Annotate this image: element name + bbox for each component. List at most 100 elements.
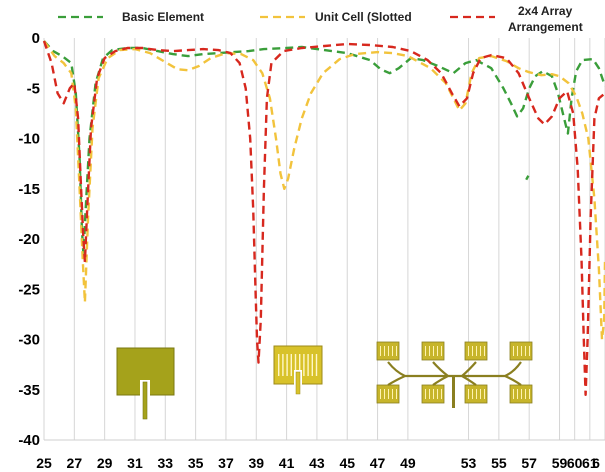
array-slot-0-1-4 <box>441 346 442 356</box>
x-tick-label-12: 49 <box>400 455 416 471</box>
array-slot-0-2-1 <box>472 346 473 356</box>
x-tick-label-18: 61 <box>582 455 598 471</box>
slot-9 <box>315 354 318 376</box>
x-tick-label-14: 55 <box>491 455 507 471</box>
array-slot-0-2-2 <box>476 346 477 356</box>
array-antenna-icon <box>376 341 533 408</box>
y-tick-label-3: -15 <box>18 181 40 198</box>
array-slot-1-2-0 <box>468 389 469 399</box>
slot-4 <box>294 354 297 376</box>
array-slot-1-3-2 <box>521 389 522 399</box>
array-slot-0-0-1 <box>384 346 385 356</box>
slot-6 <box>303 354 305 376</box>
x-tick-label-15: 57 <box>521 455 537 471</box>
basic-element-antenna-icon <box>116 347 175 420</box>
x-tick-label-4: 33 <box>158 455 174 471</box>
array-slot-1-0-3 <box>392 389 393 399</box>
array-slot-0-2-3 <box>480 346 481 356</box>
y-tick-label-2: -10 <box>18 131 40 148</box>
array-slot-1-1-4 <box>441 389 442 399</box>
array-slot-1-1-1 <box>429 389 430 399</box>
y-tick-label-4: -20 <box>18 231 40 248</box>
series-fragment-0 <box>525 175 530 181</box>
x-tick-label-7: 39 <box>248 455 264 471</box>
array-slot-0-0-3 <box>392 346 393 356</box>
array-slot-1-0-2 <box>388 389 389 399</box>
x-tick-label-16: 59 <box>552 455 568 471</box>
legend-label-unit-cell: Unit Cell (Slotted <box>315 10 412 24</box>
grid-lines <box>43 38 605 441</box>
x-tick-label-9: 43 <box>309 455 325 471</box>
x-tick-label-13: 53 <box>461 455 477 471</box>
array-slot-0-0-4 <box>396 346 397 356</box>
array-slot-1-3-0 <box>513 389 514 399</box>
data-series <box>42 40 605 396</box>
legend-label-array-line2: Arrangement <box>508 20 583 34</box>
array-slot-0-1-0 <box>425 346 426 356</box>
array-slot-1-1-0 <box>425 389 426 399</box>
slot-0 <box>278 354 280 376</box>
y-tick-label-8: -40 <box>18 432 40 449</box>
array-slot-0-1-2 <box>433 346 434 356</box>
x-tick-label-19: 6 <box>592 455 600 471</box>
x-tick-label-2: 29 <box>97 455 113 471</box>
x-tick-label-6: 37 <box>218 455 234 471</box>
y-tick-label-6: -30 <box>18 332 40 349</box>
array-slot-1-3-4 <box>529 389 530 399</box>
x-tick-label-5: 35 <box>188 455 204 471</box>
slot-5 <box>299 354 301 376</box>
array-slot-1-1-3 <box>437 389 438 399</box>
slot-7 <box>307 354 309 376</box>
series-line-2 <box>42 40 605 396</box>
x-tick-label-10: 45 <box>339 455 355 471</box>
array-slot-0-3-2 <box>521 346 522 356</box>
array-slot-0-3-4 <box>529 346 530 356</box>
y-tick-label-5: -25 <box>18 281 40 298</box>
array-slot-1-2-2 <box>476 389 477 399</box>
y-axis-ticks: 0 -5 -10 -15 -20 -25 -30 -35 -40 <box>18 30 40 449</box>
array-slot-1-0-4 <box>396 389 397 399</box>
slot-2 <box>286 354 288 376</box>
array-slot-0-3-1 <box>517 346 518 356</box>
antenna-insets <box>116 341 533 420</box>
array-slot-0-3-3 <box>525 346 526 356</box>
y-tick-label-0: 0 <box>32 30 40 47</box>
x-tick-label-11: 47 <box>370 455 386 471</box>
array-slot-1-1-2 <box>433 389 434 399</box>
array-slot-1-0-1 <box>384 389 385 399</box>
array-slot-0-3-0 <box>513 346 514 356</box>
array-slot-0-0-2 <box>388 346 389 356</box>
legend-label-array-line1: 2x4 Array <box>518 4 573 18</box>
legend-label-basic-element: Basic Element <box>122 10 204 24</box>
series-line-0 <box>43 40 605 256</box>
slot-8 <box>311 354 313 376</box>
y-tick-label-7: -35 <box>18 382 40 399</box>
x-tick-label-3: 31 <box>127 455 143 471</box>
feed-line <box>142 381 148 420</box>
y-tick-label-1: -5 <box>27 80 40 97</box>
array-slot-0-1-3 <box>437 346 438 356</box>
array-slot-1-3-3 <box>525 389 526 399</box>
array-slot-0-2-4 <box>484 346 485 356</box>
x-tick-label-1: 27 <box>67 455 83 471</box>
unit-feed <box>295 371 301 395</box>
x-tick-label-8: 41 <box>279 455 295 471</box>
array-slot-0-0-0 <box>380 346 381 356</box>
series-line-1 <box>43 40 605 341</box>
array-slot-1-3-1 <box>517 389 518 399</box>
array-main-feed <box>452 376 455 408</box>
legend: Basic Element Unit Cell (Slotted 2x4 Arr… <box>58 4 583 34</box>
array-slot-0-1-1 <box>429 346 430 356</box>
array-slot-0-2-0 <box>468 346 469 356</box>
x-tick-label-0: 25 <box>36 455 52 471</box>
slot-1 <box>282 354 284 376</box>
array-slot-1-2-1 <box>472 389 473 399</box>
unit-cell-antenna-icon <box>273 345 323 395</box>
array-slot-1-0-0 <box>380 389 381 399</box>
x-axis-ticks: 25 27 29 31 33 35 37 39 41 43 45 47 49 53 55 57 59 60 616 <box>36 455 600 471</box>
x-tick-label-17: 60 <box>567 455 583 471</box>
array-slot-1-2-4 <box>484 389 485 399</box>
slot-3 <box>290 354 292 376</box>
array-slot-1-2-3 <box>480 389 481 399</box>
